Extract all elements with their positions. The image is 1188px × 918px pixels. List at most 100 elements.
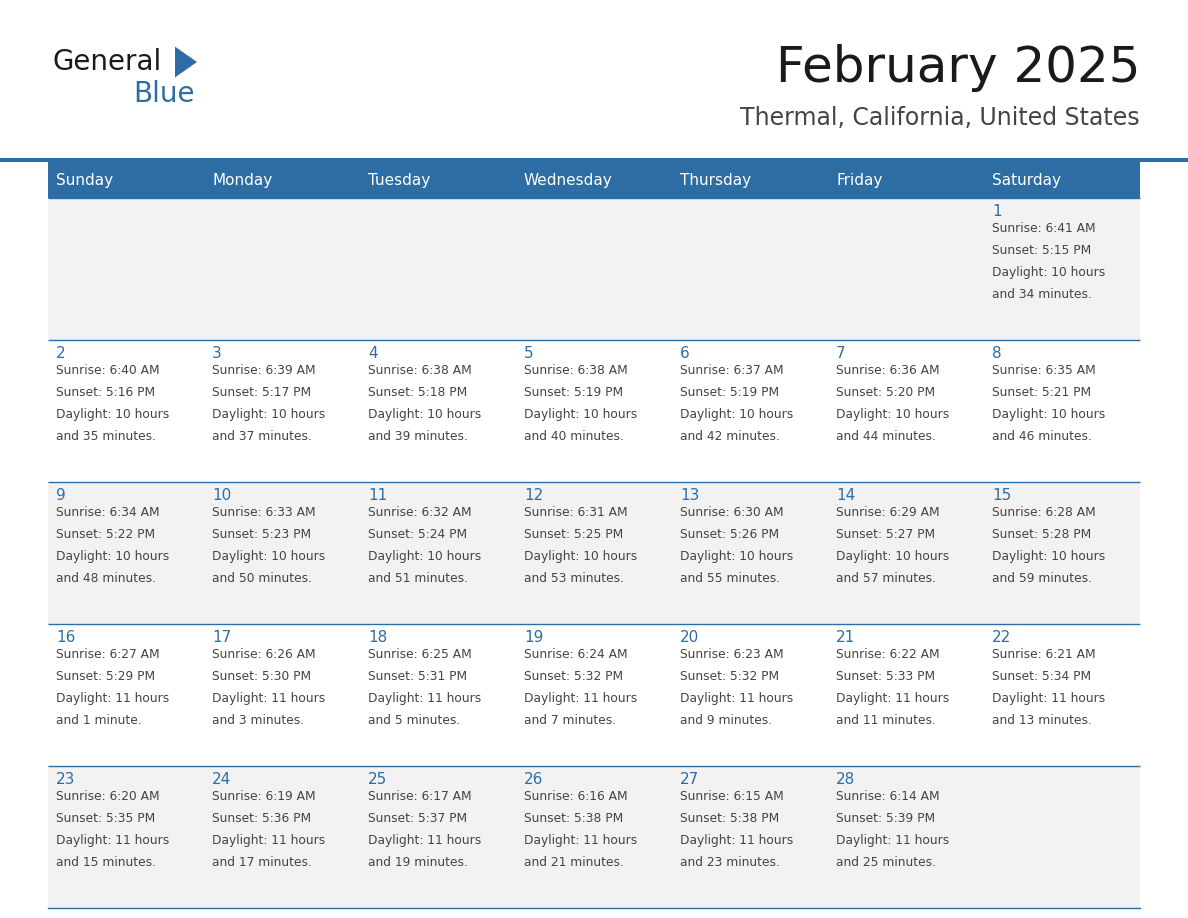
Text: Sunset: 5:28 PM: Sunset: 5:28 PM — [992, 528, 1092, 541]
Text: Sunset: 5:39 PM: Sunset: 5:39 PM — [836, 812, 935, 825]
Text: Sunrise: 6:22 AM: Sunrise: 6:22 AM — [836, 648, 940, 661]
Text: Wednesday: Wednesday — [524, 173, 613, 187]
Text: General: General — [53, 48, 163, 76]
Text: Sunset: 5:16 PM: Sunset: 5:16 PM — [56, 386, 156, 399]
Text: Blue: Blue — [133, 80, 195, 108]
Text: Daylight: 11 hours: Daylight: 11 hours — [211, 692, 326, 705]
Text: Sunset: 5:29 PM: Sunset: 5:29 PM — [56, 670, 156, 683]
Text: 4: 4 — [368, 346, 378, 361]
Text: Daylight: 11 hours: Daylight: 11 hours — [368, 692, 481, 705]
Text: Thursday: Thursday — [680, 173, 751, 187]
Text: Sunrise: 6:25 AM: Sunrise: 6:25 AM — [368, 648, 472, 661]
Text: 5: 5 — [524, 346, 533, 361]
Bar — [48, 766, 1140, 908]
Text: Monday: Monday — [211, 173, 272, 187]
Text: Sunset: 5:24 PM: Sunset: 5:24 PM — [368, 528, 467, 541]
Text: Daylight: 11 hours: Daylight: 11 hours — [56, 692, 169, 705]
Text: Sunrise: 6:17 AM: Sunrise: 6:17 AM — [368, 790, 472, 803]
Text: Sunrise: 6:41 AM: Sunrise: 6:41 AM — [992, 222, 1095, 235]
Text: Sunrise: 6:26 AM: Sunrise: 6:26 AM — [211, 648, 316, 661]
Text: 13: 13 — [680, 488, 700, 503]
Bar — [48, 162, 1140, 198]
Bar — [0, 158, 1188, 162]
Text: and 11 minutes.: and 11 minutes. — [836, 714, 936, 727]
Text: Sunset: 5:26 PM: Sunset: 5:26 PM — [680, 528, 779, 541]
Text: Daylight: 11 hours: Daylight: 11 hours — [56, 834, 169, 847]
Text: Sunrise: 6:23 AM: Sunrise: 6:23 AM — [680, 648, 784, 661]
Text: Daylight: 10 hours: Daylight: 10 hours — [836, 550, 949, 563]
Text: 25: 25 — [368, 772, 387, 787]
Text: 21: 21 — [836, 630, 855, 645]
Text: Sunrise: 6:37 AM: Sunrise: 6:37 AM — [680, 364, 784, 377]
Text: Sunrise: 6:14 AM: Sunrise: 6:14 AM — [836, 790, 940, 803]
Text: and 3 minutes.: and 3 minutes. — [211, 714, 304, 727]
Text: Daylight: 10 hours: Daylight: 10 hours — [680, 550, 794, 563]
Text: and 39 minutes.: and 39 minutes. — [368, 430, 468, 443]
Text: and 44 minutes.: and 44 minutes. — [836, 430, 936, 443]
Text: Daylight: 10 hours: Daylight: 10 hours — [992, 408, 1105, 421]
Text: Sunrise: 6:38 AM: Sunrise: 6:38 AM — [368, 364, 472, 377]
Text: and 35 minutes.: and 35 minutes. — [56, 430, 156, 443]
Text: Sunrise: 6:35 AM: Sunrise: 6:35 AM — [992, 364, 1095, 377]
Text: 26: 26 — [524, 772, 543, 787]
Text: and 13 minutes.: and 13 minutes. — [992, 714, 1092, 727]
Text: Sunrise: 6:15 AM: Sunrise: 6:15 AM — [680, 790, 784, 803]
Text: and 7 minutes.: and 7 minutes. — [524, 714, 617, 727]
Text: 16: 16 — [56, 630, 75, 645]
Text: Sunrise: 6:40 AM: Sunrise: 6:40 AM — [56, 364, 159, 377]
Text: 19: 19 — [524, 630, 543, 645]
Text: Sunrise: 6:34 AM: Sunrise: 6:34 AM — [56, 506, 159, 519]
Text: Sunset: 5:38 PM: Sunset: 5:38 PM — [680, 812, 779, 825]
Text: Sunrise: 6:36 AM: Sunrise: 6:36 AM — [836, 364, 940, 377]
Text: Daylight: 10 hours: Daylight: 10 hours — [211, 408, 326, 421]
Text: 22: 22 — [992, 630, 1011, 645]
Text: Daylight: 10 hours: Daylight: 10 hours — [524, 408, 637, 421]
Text: Daylight: 10 hours: Daylight: 10 hours — [56, 550, 169, 563]
Text: and 57 minutes.: and 57 minutes. — [836, 572, 936, 585]
Text: Sunset: 5:27 PM: Sunset: 5:27 PM — [836, 528, 935, 541]
Text: and 9 minutes.: and 9 minutes. — [680, 714, 772, 727]
Text: Sunset: 5:37 PM: Sunset: 5:37 PM — [368, 812, 467, 825]
Text: and 55 minutes.: and 55 minutes. — [680, 572, 781, 585]
Text: Tuesday: Tuesday — [368, 173, 430, 187]
Text: Daylight: 11 hours: Daylight: 11 hours — [680, 834, 794, 847]
Text: Sunrise: 6:24 AM: Sunrise: 6:24 AM — [524, 648, 627, 661]
Text: Sunset: 5:17 PM: Sunset: 5:17 PM — [211, 386, 311, 399]
Text: Sunset: 5:21 PM: Sunset: 5:21 PM — [992, 386, 1091, 399]
Text: and 19 minutes.: and 19 minutes. — [368, 856, 468, 869]
Text: Sunset: 5:19 PM: Sunset: 5:19 PM — [524, 386, 624, 399]
Text: Sunrise: 6:33 AM: Sunrise: 6:33 AM — [211, 506, 316, 519]
Text: Daylight: 10 hours: Daylight: 10 hours — [368, 408, 481, 421]
Text: 23: 23 — [56, 772, 75, 787]
Text: Sunrise: 6:27 AM: Sunrise: 6:27 AM — [56, 648, 159, 661]
Text: Sunset: 5:34 PM: Sunset: 5:34 PM — [992, 670, 1091, 683]
Text: 17: 17 — [211, 630, 232, 645]
Text: Sunset: 5:20 PM: Sunset: 5:20 PM — [836, 386, 935, 399]
Text: Daylight: 11 hours: Daylight: 11 hours — [368, 834, 481, 847]
Text: and 53 minutes.: and 53 minutes. — [524, 572, 624, 585]
Text: Sunday: Sunday — [56, 173, 113, 187]
Text: Daylight: 11 hours: Daylight: 11 hours — [836, 834, 949, 847]
Text: 14: 14 — [836, 488, 855, 503]
Text: Sunset: 5:36 PM: Sunset: 5:36 PM — [211, 812, 311, 825]
Text: and 23 minutes.: and 23 minutes. — [680, 856, 779, 869]
Text: and 46 minutes.: and 46 minutes. — [992, 430, 1092, 443]
Text: Thermal, California, United States: Thermal, California, United States — [740, 106, 1140, 130]
Text: 18: 18 — [368, 630, 387, 645]
Text: and 1 minute.: and 1 minute. — [56, 714, 141, 727]
Text: and 34 minutes.: and 34 minutes. — [992, 288, 1092, 301]
Text: Sunrise: 6:39 AM: Sunrise: 6:39 AM — [211, 364, 316, 377]
Text: Sunrise: 6:16 AM: Sunrise: 6:16 AM — [524, 790, 627, 803]
Text: and 48 minutes.: and 48 minutes. — [56, 572, 156, 585]
Bar — [48, 198, 1140, 340]
Text: Sunset: 5:32 PM: Sunset: 5:32 PM — [680, 670, 779, 683]
Text: February 2025: February 2025 — [776, 44, 1140, 92]
Text: and 5 minutes.: and 5 minutes. — [368, 714, 460, 727]
Text: Sunrise: 6:29 AM: Sunrise: 6:29 AM — [836, 506, 940, 519]
Text: Sunset: 5:19 PM: Sunset: 5:19 PM — [680, 386, 779, 399]
Text: 12: 12 — [524, 488, 543, 503]
Text: Sunset: 5:23 PM: Sunset: 5:23 PM — [211, 528, 311, 541]
Text: Sunrise: 6:38 AM: Sunrise: 6:38 AM — [524, 364, 627, 377]
Text: Daylight: 10 hours: Daylight: 10 hours — [211, 550, 326, 563]
Text: Sunset: 5:35 PM: Sunset: 5:35 PM — [56, 812, 156, 825]
